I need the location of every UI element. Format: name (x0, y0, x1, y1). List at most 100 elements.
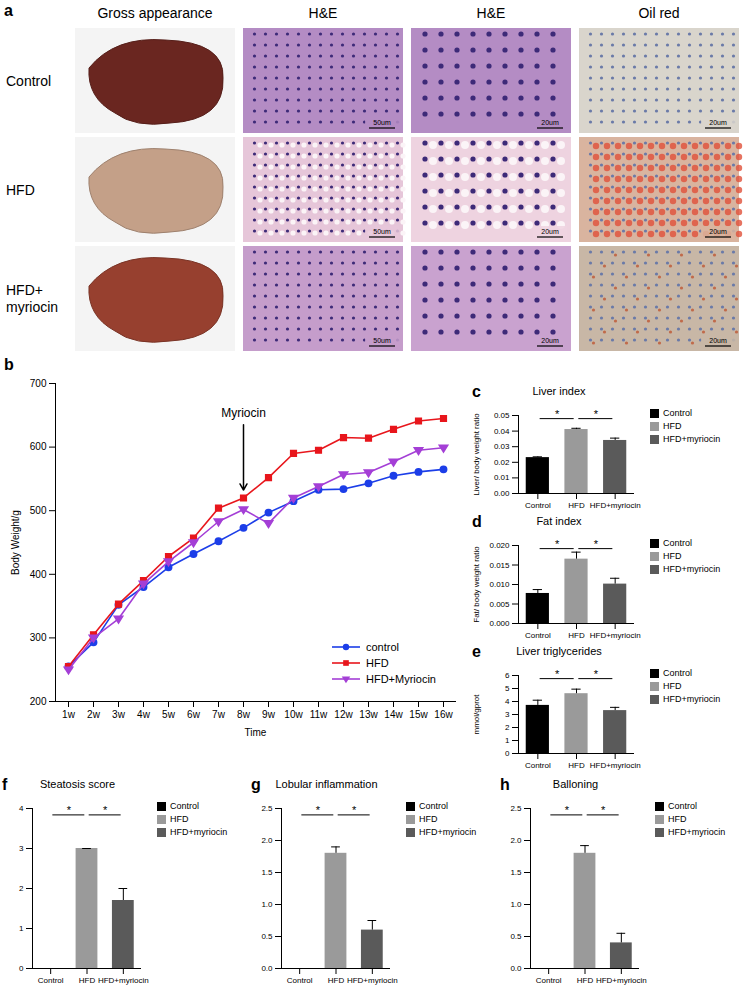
svg-text:1.5: 1.5 (261, 868, 273, 877)
svg-text:0.5: 0.5 (510, 932, 522, 941)
svg-text:0.5: 0.5 (261, 932, 273, 941)
svg-text:20um: 20um (709, 228, 727, 235)
svg-text:20um: 20um (541, 119, 559, 126)
svg-text:2.0: 2.0 (261, 836, 273, 845)
svg-text:0.0: 0.0 (261, 964, 273, 973)
svg-text:13w: 13w (359, 709, 378, 720)
svg-text:HFD: HFD (79, 976, 96, 985)
svg-text:Control: Control (38, 976, 64, 985)
svg-text:11w: 11w (310, 709, 328, 720)
svg-text:700: 700 (30, 378, 47, 389)
svg-text:*: * (555, 408, 560, 420)
svg-text:1.0: 1.0 (510, 900, 522, 909)
svg-text:0.000: 0.000 (489, 619, 510, 628)
svg-text:Myriocin: Myriocin (221, 406, 266, 420)
svg-text:HFD: HFD (577, 976, 594, 985)
svg-text:20um: 20um (709, 119, 727, 126)
svg-text:16w: 16w (434, 709, 453, 720)
svg-text:1: 1 (19, 924, 24, 933)
svg-text:0.010: 0.010 (489, 580, 510, 589)
svg-text:*: * (352, 804, 357, 816)
svg-text:6: 6 (505, 671, 510, 680)
svg-text:2.0: 2.0 (510, 836, 522, 845)
svg-text:600: 600 (30, 441, 47, 452)
svg-text:HFD: HFD (568, 761, 585, 770)
svg-text:0.04: 0.04 (494, 427, 510, 436)
svg-text:0.01: 0.01 (494, 473, 510, 482)
svg-text:1.5: 1.5 (510, 868, 522, 877)
svg-text:50um: 50um (373, 228, 391, 235)
svg-text:a: a (4, 2, 13, 19)
svg-text:Control: Control (536, 976, 562, 985)
svg-text:HFD: HFD (6, 182, 35, 198)
svg-text:50um: 50um (373, 337, 391, 344)
svg-text:3: 3 (505, 710, 510, 719)
svg-text:*: * (103, 804, 108, 816)
svg-text:14w: 14w (384, 709, 403, 720)
svg-text:HFD+myriocin: HFD+myriocin (98, 976, 149, 985)
svg-text:2w: 2w (87, 709, 101, 720)
svg-text:HFD: HFD (568, 631, 585, 640)
svg-text:*: * (555, 668, 560, 680)
svg-text:Body Weight/g: Body Weight/g (10, 510, 21, 575)
svg-text:0.05: 0.05 (494, 411, 510, 420)
svg-text:HFD+myriocin: HFD+myriocin (347, 976, 398, 985)
svg-text:0.020: 0.020 (489, 541, 510, 550)
svg-text:2: 2 (505, 723, 510, 732)
svg-text:1.0: 1.0 (261, 900, 273, 909)
svg-text:20um: 20um (541, 337, 559, 344)
svg-text:1: 1 (505, 736, 510, 745)
svg-text:4: 4 (19, 804, 24, 813)
svg-text:10w: 10w (284, 709, 303, 720)
svg-text:1w: 1w (62, 709, 76, 720)
svg-text:Control: Control (525, 631, 551, 640)
svg-text:0: 0 (19, 964, 24, 973)
svg-text:0.015: 0.015 (489, 561, 510, 570)
svg-text:Time: Time (245, 727, 267, 738)
svg-text:*: * (565, 804, 570, 816)
svg-text:15w: 15w (409, 709, 428, 720)
svg-text:Fat/ body weight ratio: Fat/ body weight ratio (472, 546, 481, 623)
svg-text:2.5: 2.5 (510, 804, 522, 813)
svg-text:0.005: 0.005 (489, 600, 510, 609)
svg-text:0.03: 0.03 (494, 442, 510, 451)
svg-text:Control: Control (525, 501, 551, 510)
svg-text:400: 400 (30, 569, 47, 580)
svg-text:7w: 7w (212, 709, 226, 720)
svg-text:*: * (594, 408, 599, 420)
svg-text:3w: 3w (112, 709, 126, 720)
svg-text:Gross appearance: Gross appearance (97, 5, 212, 21)
svg-text:0: 0 (505, 749, 510, 758)
svg-text:Liver/ body weight ratio: Liver/ body weight ratio (472, 413, 481, 496)
svg-text:*: * (601, 804, 606, 816)
svg-text:0.0: 0.0 (510, 964, 522, 973)
svg-text:2: 2 (19, 884, 24, 893)
svg-text:500: 500 (30, 505, 47, 516)
svg-text:0.00: 0.00 (494, 489, 510, 498)
svg-text:12w: 12w (334, 709, 353, 720)
svg-text:20um: 20um (541, 228, 559, 235)
svg-text:50um: 50um (373, 119, 391, 126)
svg-text:HFD+myriocin: HFD+myriocin (6, 282, 58, 315)
svg-text:8w: 8w (237, 709, 251, 720)
svg-text:4w: 4w (137, 709, 151, 720)
svg-text:Control: Control (525, 761, 551, 770)
svg-text:*: * (594, 538, 599, 550)
svg-text:H&E: H&E (309, 5, 338, 21)
svg-text:5: 5 (505, 684, 510, 693)
svg-text:3: 3 (19, 844, 24, 853)
svg-text:6w: 6w (187, 709, 201, 720)
svg-text:Control: Control (6, 73, 51, 89)
svg-text:5w: 5w (162, 709, 176, 720)
svg-text:2.5: 2.5 (261, 804, 273, 813)
svg-text:*: * (67, 804, 72, 816)
svg-text:9w: 9w (262, 709, 276, 720)
svg-text:H&E: H&E (477, 5, 506, 21)
svg-text:HFD+myriocin: HFD+myriocin (590, 501, 641, 510)
svg-text:20um: 20um (709, 337, 727, 344)
svg-text:*: * (316, 804, 321, 816)
svg-text:4: 4 (505, 697, 510, 706)
svg-text:Control: Control (287, 976, 313, 985)
svg-text:Oil red: Oil red (638, 5, 679, 21)
svg-text:200: 200 (30, 696, 47, 707)
